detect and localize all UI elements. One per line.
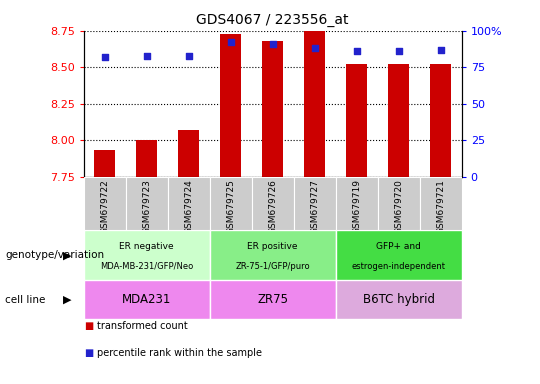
Point <box>353 48 361 54</box>
Bar <box>420 177 462 230</box>
Text: B6TC hybrid: B6TC hybrid <box>363 293 435 306</box>
Bar <box>262 41 283 177</box>
Bar <box>178 130 199 177</box>
Bar <box>346 64 367 177</box>
Title: GDS4067 / 223556_at: GDS4067 / 223556_at <box>197 13 349 27</box>
Bar <box>336 280 462 319</box>
Text: GSM679719: GSM679719 <box>352 179 361 234</box>
Text: ZR75: ZR75 <box>257 293 288 306</box>
Point <box>310 45 319 51</box>
Bar <box>136 140 157 177</box>
Bar <box>336 177 377 230</box>
Point <box>436 46 445 53</box>
Text: GSM679720: GSM679720 <box>394 179 403 234</box>
Bar <box>210 230 336 280</box>
Bar <box>377 177 420 230</box>
Text: GSM679722: GSM679722 <box>100 179 109 234</box>
Point <box>100 54 109 60</box>
Text: cell line: cell line <box>5 295 46 305</box>
Text: ER negative: ER negative <box>119 242 174 251</box>
Bar <box>210 177 252 230</box>
Bar <box>126 177 168 230</box>
Bar <box>210 280 336 319</box>
Text: ZR-75-1/GFP/puro: ZR-75-1/GFP/puro <box>235 262 310 271</box>
Bar <box>336 230 462 280</box>
Text: MDA-MB-231/GFP/Neo: MDA-MB-231/GFP/Neo <box>100 262 193 271</box>
Text: GSM679727: GSM679727 <box>310 179 319 234</box>
Text: ▶: ▶ <box>63 295 72 305</box>
Point <box>268 41 277 47</box>
Text: ■: ■ <box>84 348 93 358</box>
Point <box>394 48 403 54</box>
Text: genotype/variation: genotype/variation <box>5 250 105 260</box>
Bar <box>304 31 325 177</box>
Text: ▶: ▶ <box>63 250 72 260</box>
Bar <box>168 177 210 230</box>
Text: GFP+ and: GFP+ and <box>376 242 421 251</box>
Text: ER positive: ER positive <box>247 242 298 251</box>
Text: GSM679723: GSM679723 <box>142 179 151 234</box>
Point <box>226 39 235 45</box>
Text: estrogen-independent: estrogen-independent <box>352 262 446 271</box>
Bar <box>388 64 409 177</box>
Bar <box>84 177 126 230</box>
Bar <box>252 177 294 230</box>
Bar <box>430 64 451 177</box>
Point <box>143 53 151 59</box>
Bar <box>84 280 210 319</box>
Text: GSM679724: GSM679724 <box>184 179 193 234</box>
Text: GSM679725: GSM679725 <box>226 179 235 234</box>
Bar <box>94 151 115 177</box>
Text: GSM679726: GSM679726 <box>268 179 277 234</box>
Text: transformed count: transformed count <box>97 321 188 331</box>
Text: percentile rank within the sample: percentile rank within the sample <box>97 348 262 358</box>
Text: GSM679721: GSM679721 <box>436 179 445 234</box>
Point <box>184 53 193 59</box>
Text: ■: ■ <box>84 321 93 331</box>
Text: MDA231: MDA231 <box>122 293 171 306</box>
Bar <box>294 177 336 230</box>
Bar <box>84 230 210 280</box>
Bar <box>220 34 241 177</box>
